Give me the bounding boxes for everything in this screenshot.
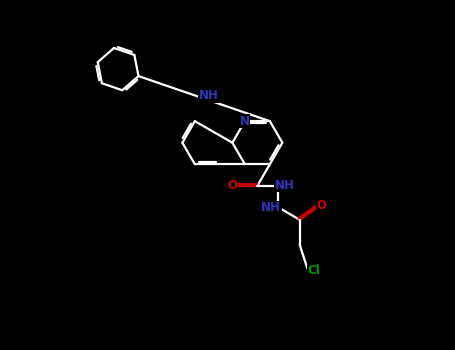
Text: Cl: Cl xyxy=(307,264,320,276)
Text: O: O xyxy=(228,179,238,192)
Text: NH: NH xyxy=(198,89,218,102)
Text: NH: NH xyxy=(261,202,281,215)
Text: NH: NH xyxy=(274,178,294,191)
Text: N: N xyxy=(240,115,250,128)
Text: O: O xyxy=(316,199,326,212)
